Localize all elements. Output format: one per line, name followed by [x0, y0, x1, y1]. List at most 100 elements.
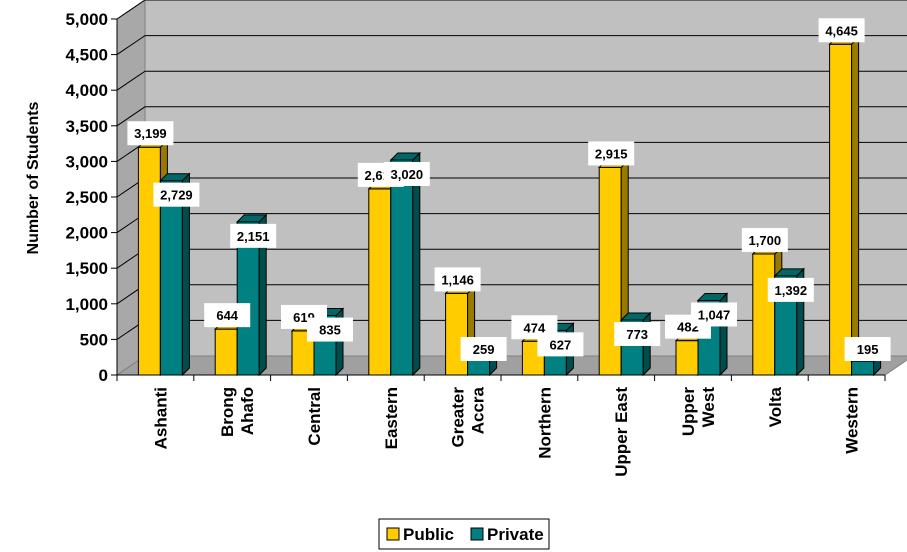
data-label-box — [127, 121, 174, 146]
y-axis: 0 500 1,000 1,500 2,000 2,500 3,000 3,500 4,000 4… — [65, 10, 118, 385]
data-label-text: 2,915 — [595, 146, 628, 161]
bar-front — [137, 146, 161, 376]
data-label-box — [434, 267, 481, 292]
y-axis-label: Number of Students — [25, 101, 42, 254]
x-category-label: Central — [305, 387, 324, 446]
x-category-line: Western — [843, 387, 862, 454]
x-category-line: Ashanti — [151, 387, 170, 449]
bar-front — [390, 159, 414, 376]
y-tick-label: 3,000 — [65, 152, 108, 171]
data-label-private: 195 — [844, 337, 891, 361]
legend-swatch-public — [386, 527, 400, 541]
data-label-box — [588, 141, 635, 166]
y-tick-label: 3,500 — [65, 117, 108, 136]
y-tick-label: 2,000 — [65, 224, 108, 243]
bar-front — [675, 340, 699, 376]
bar-top — [235, 214, 268, 223]
data-label-private: 259 — [460, 337, 507, 361]
data-label-private: 2,151 — [230, 223, 277, 248]
legend-label-private: Private — [487, 525, 544, 544]
bar-top — [389, 152, 422, 161]
data-label-private: 1,392 — [767, 277, 814, 302]
data-label-text: 2,151 — [237, 229, 270, 244]
x-category-line: Greater — [449, 387, 468, 448]
data-label-private: 835 — [307, 317, 353, 342]
x-category-line: Brong — [218, 387, 237, 437]
data-label-public: 644 — [204, 303, 251, 328]
x-category-label: Eastern — [382, 387, 401, 449]
bar-front — [752, 253, 776, 376]
y-tick-label: 1,500 — [65, 259, 108, 278]
data-label-box — [307, 317, 353, 342]
bar-top — [619, 312, 652, 321]
x-category-label: Greater Accra — [449, 386, 488, 447]
x-axis: Ashanti Brong Ahafo Central Eastern Greater Ac… — [116, 374, 886, 477]
data-label-public: 4,645 — [818, 18, 865, 43]
gridline — [116, 35, 907, 56]
data-label-box — [230, 223, 277, 248]
bar-top — [159, 173, 191, 182]
data-label-text: 1,700 — [749, 233, 782, 248]
bar-top — [696, 292, 729, 301]
data-label-box — [460, 337, 507, 361]
y-tick-label: 0 — [99, 366, 108, 385]
y-tick-label: 500 — [80, 330, 108, 349]
data-label-text: 1,047 — [698, 307, 731, 322]
bar-private — [159, 172, 191, 377]
data-label-box — [691, 302, 737, 327]
gridline — [116, 70, 907, 91]
data-label-public: 1,700 — [741, 227, 788, 252]
x-category-line: Northern — [535, 387, 554, 459]
y-tick-label: 5,000 — [65, 10, 108, 29]
bar-front — [159, 180, 183, 376]
data-label-text: 3,020 — [391, 167, 424, 182]
x-category-line: Upper East — [612, 387, 631, 477]
data-label-private: 3,020 — [383, 161, 430, 186]
x-category-line: Ahafo — [238, 387, 257, 435]
data-label-private: 773 — [614, 321, 661, 346]
x-category-label: Western — [843, 387, 862, 454]
data-label-text: 1,392 — [775, 283, 808, 298]
data-label-box — [153, 182, 200, 207]
legend: Public Private — [378, 518, 550, 550]
legend-label-public: Public — [403, 525, 454, 544]
x-category-label: Northern — [535, 387, 554, 459]
y-tick-label: 4,000 — [65, 81, 108, 100]
data-label-text: 644 — [216, 308, 238, 323]
bar-side — [851, 36, 860, 377]
y-tick-label: 1,000 — [65, 295, 108, 314]
data-label-text: 1,146 — [441, 272, 474, 287]
gridline — [116, 106, 907, 127]
data-label-text: 627 — [550, 337, 572, 352]
gridline — [116, 0, 907, 20]
x-category-line: Accra — [469, 386, 488, 434]
bar-front — [829, 43, 853, 376]
bar-front — [214, 328, 238, 376]
x-category-label: Ashanti — [151, 387, 170, 449]
data-label-private: 1,047 — [691, 302, 737, 327]
x-category-label: Upper East — [612, 387, 631, 477]
data-label-private: 2,729 — [153, 182, 200, 207]
x-category-line: Central — [305, 387, 324, 446]
data-label-box — [844, 337, 891, 361]
data-label-box — [741, 227, 788, 252]
data-label-text: 4,645 — [825, 23, 858, 38]
data-label-text: 3,199 — [134, 126, 167, 141]
x-category-label: Brong Ahafo — [218, 387, 257, 437]
data-label-public: 2,915 — [588, 141, 635, 166]
bar-private — [235, 213, 268, 377]
data-label-public: 1,146 — [434, 267, 481, 292]
bar-public — [828, 36, 860, 377]
data-label-text: 2,729 — [160, 188, 193, 203]
bar-front — [851, 360, 875, 376]
data-label-box — [537, 332, 584, 357]
x-category-label: Volta — [766, 386, 785, 427]
bar-private — [389, 151, 422, 377]
data-label-public: 3,199 — [127, 121, 174, 146]
data-label-text: 259 — [473, 342, 495, 357]
x-category-label: Upper West — [679, 387, 718, 437]
x-category-line: West — [699, 387, 718, 428]
data-label-text: 195 — [857, 342, 879, 357]
bar-top — [773, 268, 806, 277]
